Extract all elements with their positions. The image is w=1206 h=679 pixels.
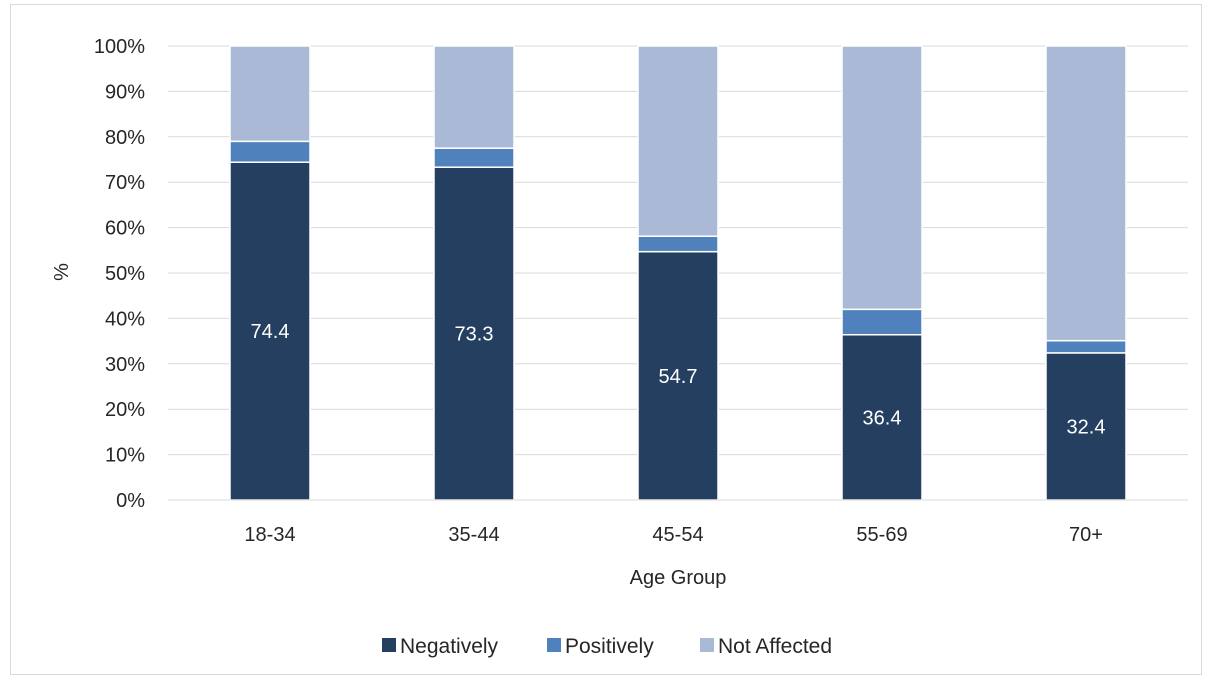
bar-segment-negatively <box>1045 352 1127 501</box>
y-tick-label: 90% <box>105 81 145 103</box>
y-axis-tick-labels: 0% 10% 20% 30% 40% 50% 60% 70% 80% 90% 100% <box>94 36 145 512</box>
chart-frame <box>10 4 1202 675</box>
bars <box>229 45 1127 501</box>
bar-segment-positively <box>841 308 923 336</box>
bar-segment-not-affected <box>841 45 923 311</box>
x-tick-label: 18-34 <box>244 524 295 546</box>
legend: Negatively Positively Not Affected <box>382 635 832 658</box>
legend-swatch <box>547 638 561 652</box>
y-tick-label: 20% <box>105 399 145 421</box>
x-axis-tick-labels: 18-34 35-44 45-54 55-69 70+ <box>244 524 1103 546</box>
x-tick-label: 35-44 <box>448 524 499 546</box>
bar-segment-positively <box>1045 339 1127 354</box>
y-tick-label: 30% <box>105 354 145 376</box>
legend-label: Negatively <box>400 635 499 658</box>
data-label: 54.7 <box>659 366 698 388</box>
legend-label: Not Affected <box>718 635 832 658</box>
y-tick-label: 10% <box>105 445 145 467</box>
data-label: 36.4 <box>863 407 902 429</box>
data-labels: 74.4 73.3 54.7 36.4 32.4 <box>251 321 1106 438</box>
y-tick-label: 0% <box>116 490 145 512</box>
bar-segment-positively <box>433 147 515 168</box>
y-tick-label: 40% <box>105 308 145 330</box>
bar-segment-not-affected <box>229 45 311 143</box>
y-tick-label: 70% <box>105 172 145 194</box>
bar-segment-negatively <box>229 161 311 501</box>
y-tick-label: 60% <box>105 218 145 240</box>
y-tick-label: 100% <box>94 36 145 58</box>
bar-segment-positively <box>229 140 311 163</box>
bar-segment-not-affected <box>433 45 515 149</box>
y-tick-label: 80% <box>105 127 145 149</box>
legend-label: Positively <box>565 635 654 658</box>
x-axis-title: Age Group <box>630 567 727 589</box>
y-axis-title: % <box>51 263 73 281</box>
x-tick-label: 55-69 <box>856 524 907 546</box>
legend-swatch <box>700 638 714 652</box>
data-label: 73.3 <box>455 324 494 346</box>
data-label: 74.4 <box>251 321 290 343</box>
bar-segment-positively <box>637 235 719 253</box>
bar-segment-negatively <box>841 333 923 501</box>
x-tick-label: 45-54 <box>652 524 703 546</box>
data-label: 32.4 <box>1067 416 1106 438</box>
x-tick-label: 70+ <box>1069 524 1103 546</box>
bar-segment-not-affected <box>1045 45 1127 342</box>
legend-swatch <box>382 638 396 652</box>
y-tick-label: 50% <box>105 263 145 285</box>
bar-segment-negatively <box>637 250 719 501</box>
bar-segment-not-affected <box>637 45 719 237</box>
